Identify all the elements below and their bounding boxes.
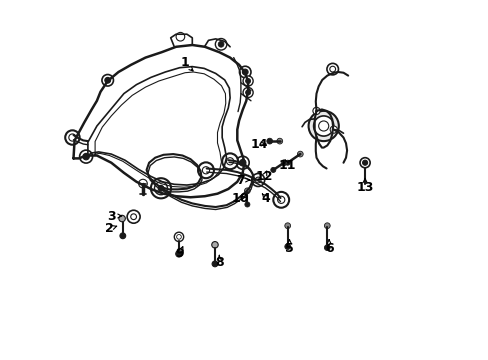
Ellipse shape bbox=[119, 215, 125, 222]
Ellipse shape bbox=[281, 160, 286, 166]
Ellipse shape bbox=[324, 245, 329, 251]
Ellipse shape bbox=[285, 160, 289, 165]
Text: 1: 1 bbox=[181, 57, 189, 69]
Ellipse shape bbox=[242, 69, 247, 75]
Ellipse shape bbox=[329, 126, 337, 133]
Ellipse shape bbox=[326, 63, 338, 75]
Ellipse shape bbox=[215, 39, 226, 50]
Ellipse shape bbox=[297, 151, 303, 157]
Text: 3: 3 bbox=[107, 210, 115, 222]
Text: 9: 9 bbox=[175, 247, 183, 260]
Text: 14: 14 bbox=[250, 138, 267, 150]
Ellipse shape bbox=[82, 153, 89, 160]
Ellipse shape bbox=[244, 188, 250, 194]
Ellipse shape bbox=[222, 153, 238, 169]
Ellipse shape bbox=[251, 174, 264, 186]
Ellipse shape bbox=[243, 76, 253, 86]
Ellipse shape bbox=[324, 223, 329, 229]
Text: 8: 8 bbox=[215, 256, 223, 269]
Text: 13: 13 bbox=[356, 181, 373, 194]
Ellipse shape bbox=[273, 192, 288, 208]
Ellipse shape bbox=[266, 138, 272, 144]
Ellipse shape bbox=[362, 160, 367, 165]
Ellipse shape bbox=[120, 233, 125, 239]
Ellipse shape bbox=[284, 223, 290, 229]
Text: 4: 4 bbox=[261, 192, 270, 204]
Text: 7: 7 bbox=[236, 174, 245, 186]
Text: 5: 5 bbox=[285, 242, 293, 255]
Ellipse shape bbox=[313, 116, 333, 136]
Ellipse shape bbox=[80, 150, 92, 163]
Ellipse shape bbox=[174, 232, 183, 242]
Ellipse shape bbox=[312, 107, 320, 114]
Ellipse shape bbox=[175, 251, 182, 257]
Text: 12: 12 bbox=[255, 170, 272, 183]
Text: 11: 11 bbox=[278, 159, 296, 172]
Ellipse shape bbox=[359, 158, 369, 168]
Ellipse shape bbox=[245, 90, 250, 95]
Ellipse shape bbox=[243, 87, 253, 98]
Ellipse shape bbox=[151, 178, 171, 198]
Ellipse shape bbox=[158, 185, 163, 191]
Ellipse shape bbox=[198, 162, 213, 178]
Text: 10: 10 bbox=[231, 192, 248, 204]
Ellipse shape bbox=[211, 242, 218, 248]
Ellipse shape bbox=[102, 75, 113, 86]
Ellipse shape bbox=[239, 66, 250, 78]
Ellipse shape bbox=[65, 130, 80, 145]
Ellipse shape bbox=[270, 167, 275, 172]
Ellipse shape bbox=[218, 41, 224, 47]
Ellipse shape bbox=[245, 78, 250, 84]
Ellipse shape bbox=[236, 156, 249, 169]
Ellipse shape bbox=[308, 111, 338, 141]
Text: 2: 2 bbox=[105, 222, 114, 235]
Ellipse shape bbox=[104, 77, 110, 83]
Ellipse shape bbox=[284, 244, 290, 249]
Ellipse shape bbox=[127, 210, 140, 223]
Ellipse shape bbox=[239, 159, 245, 166]
Ellipse shape bbox=[276, 138, 282, 144]
Text: 6: 6 bbox=[324, 242, 333, 255]
Ellipse shape bbox=[244, 202, 249, 207]
Ellipse shape bbox=[212, 261, 218, 267]
